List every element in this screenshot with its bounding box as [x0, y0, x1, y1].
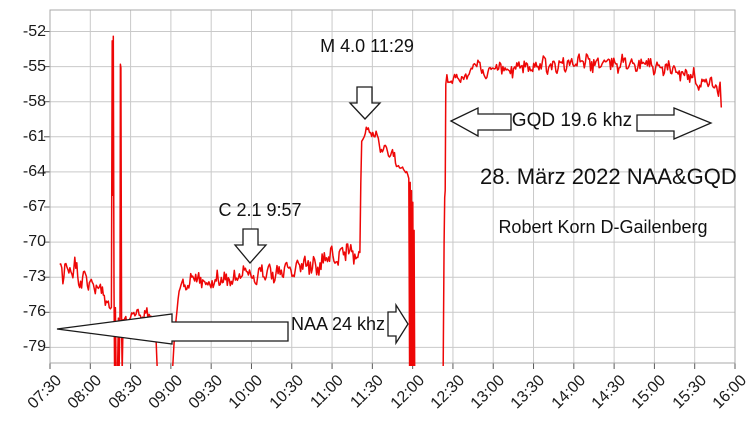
annotation-m-flare: M 4.0 11:29 — [320, 36, 414, 56]
y-tick-label: -76 — [22, 303, 46, 321]
y-tick-label: -52 — [22, 22, 46, 40]
y-tick-label: -55 — [22, 57, 46, 75]
signal-trace — [59, 35, 416, 366]
annotation-author: Robert Korn D-Gailenberg — [498, 217, 708, 237]
plot-border — [49, 9, 736, 364]
y-tick-label: -79 — [22, 338, 46, 356]
annotation-date-title: 28. März 2022 NAA&GQD — [480, 164, 737, 189]
y-tick-label: -61 — [22, 127, 46, 145]
y-tick-label: -67 — [22, 198, 46, 215]
y-tick-label: -58 — [22, 92, 46, 110]
y-tick-label: -73 — [22, 268, 46, 286]
y-tick-label: -64 — [22, 162, 46, 180]
annotation-c-flare: C 2.1 9:57 — [218, 200, 302, 220]
annotation-naa-label: NAA 24 khz — [290, 314, 386, 334]
y-tick-label: -70 — [22, 233, 46, 251]
annotation-gqd-label: GQD 19.6 khz — [511, 110, 633, 131]
signal-trace — [442, 53, 723, 366]
